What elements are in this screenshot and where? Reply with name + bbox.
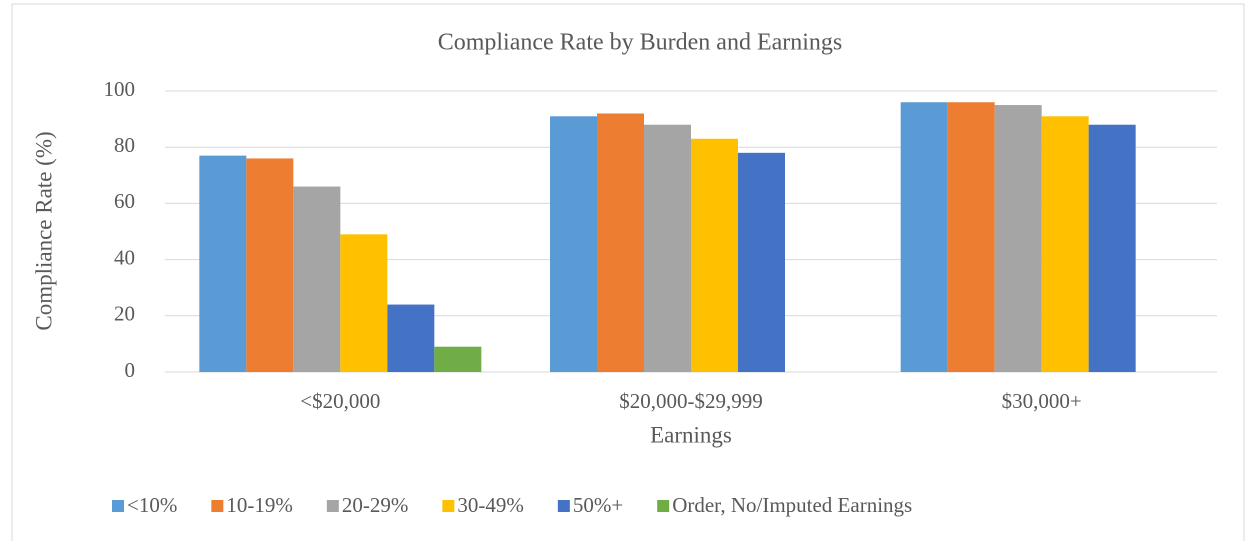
bar (550, 116, 597, 372)
x-tick-label: $30,000+ (1002, 389, 1082, 413)
bar (340, 234, 388, 372)
legend-swatch (112, 500, 124, 512)
bar (293, 186, 341, 372)
y-axis-label: Compliance Rate (%) (31, 131, 56, 330)
legend-label: Order, No/Imputed Earnings (672, 493, 912, 517)
y-tick-label: 20 (114, 302, 135, 326)
bar (994, 105, 1042, 373)
legend-label: 20-29% (342, 493, 409, 517)
bar (738, 152, 785, 372)
legend-label: <10% (127, 493, 177, 517)
x-tick-label: $20,000-$29,999 (619, 389, 763, 413)
y-tick-label: 0 (125, 358, 136, 382)
bar (947, 102, 995, 373)
bar (434, 346, 482, 372)
bar (387, 304, 435, 372)
y-tick-label: 60 (114, 189, 135, 213)
legend-label: 50%+ (573, 493, 623, 517)
bar (246, 158, 294, 372)
bar (644, 124, 691, 372)
bar (691, 138, 738, 372)
y-tick-label: 100 (104, 77, 136, 101)
legend-swatch (211, 500, 224, 512)
legend-swatch (326, 500, 339, 512)
legend-swatch (657, 500, 670, 512)
legend-swatch (557, 500, 570, 512)
bar (199, 155, 247, 372)
bar (1088, 124, 1136, 372)
bar (1041, 116, 1089, 372)
bar (597, 113, 644, 372)
chart-title: Compliance Rate by Burden and Earnings (438, 30, 843, 56)
bar (900, 102, 948, 373)
x-axis-label: Earnings (650, 422, 732, 447)
y-tick-label: 40 (114, 245, 135, 269)
legend-label: 10-19% (226, 493, 293, 517)
legend-label: 30-49% (457, 493, 524, 517)
y-tick-label: 80 (114, 133, 135, 157)
x-tick-label: <$20,000 (300, 389, 380, 413)
legend-swatch (442, 500, 455, 512)
